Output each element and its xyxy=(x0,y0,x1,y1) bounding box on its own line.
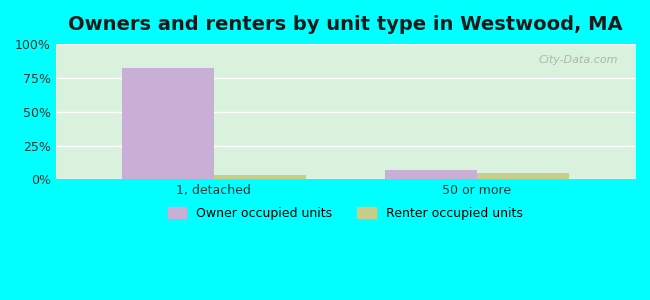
Bar xyxy=(385,170,477,179)
Bar xyxy=(477,173,569,179)
Bar xyxy=(122,68,214,179)
Bar xyxy=(214,176,306,179)
Legend: Owner occupied units, Renter occupied units: Owner occupied units, Renter occupied un… xyxy=(162,202,528,225)
Title: Owners and renters by unit type in Westwood, MA: Owners and renters by unit type in Westw… xyxy=(68,15,623,34)
Text: City-Data.com: City-Data.com xyxy=(538,55,617,65)
